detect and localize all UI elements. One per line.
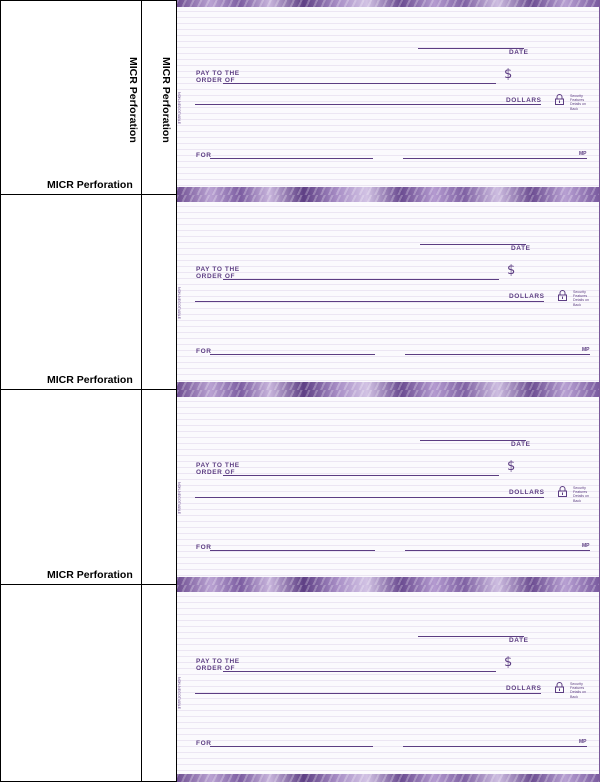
for-label: For — [196, 740, 212, 747]
stub-left: MICR Perforation — [0, 390, 141, 585]
dollar-sign: $ — [504, 67, 513, 82]
padlock-icon — [555, 94, 564, 105]
micr-perforation-vertical-label: MICR Perforation — [160, 57, 172, 143]
for-label: For — [196, 348, 212, 355]
for-label: For — [196, 152, 212, 159]
side-text: NON-NEGOTIABLE — [177, 677, 181, 710]
dollars-label: Dollars — [509, 293, 545, 300]
mp-mark: MP — [582, 543, 590, 549]
memo-line — [210, 158, 373, 159]
amount-words-line — [195, 104, 541, 105]
stub-left — [0, 585, 141, 782]
padlock-icon — [555, 682, 564, 693]
check-row-2: MICR Perforation NON-NEGOTIABLE Date Pay… — [0, 195, 600, 390]
payee-line — [223, 671, 496, 672]
security-band-top — [177, 585, 599, 592]
date-line — [420, 244, 526, 245]
check-row-3: MICR Perforation NON-NEGOTIABLE Date Pay… — [0, 390, 600, 585]
dollars-label: Dollars — [506, 97, 542, 104]
signature-line — [405, 550, 590, 551]
dollar-sign: $ — [507, 263, 516, 278]
order-of-label: Order of — [196, 273, 236, 280]
dollar-sign: $ — [507, 459, 516, 474]
amount-words-line — [195, 497, 544, 498]
date-line — [420, 440, 526, 441]
check-row-4: NON-NEGOTIABLE Date Pay to the Order of … — [0, 585, 600, 782]
check-4: NON-NEGOTIABLE Date Pay to the Order of … — [177, 585, 600, 782]
security-features-note: Security Features Details on Back — [573, 290, 589, 307]
memo-line — [210, 550, 375, 551]
signature-line — [405, 354, 590, 355]
padlock-icon — [558, 486, 567, 497]
pay-to-label: Pay to the — [196, 658, 240, 665]
signature-line — [403, 158, 587, 159]
micr-perforation-label: MICR Perforation — [47, 179, 133, 191]
security-band-top — [177, 390, 599, 397]
side-text: NON-NEGOTIABLE — [177, 287, 181, 320]
micr-perforation-label: MICR Perforation — [47, 374, 133, 386]
signature-line — [403, 746, 587, 747]
payee-line — [223, 83, 496, 84]
date-label: Date — [509, 637, 529, 644]
date-label: Date — [511, 245, 531, 252]
security-band-top — [177, 0, 599, 7]
date-label: Date — [509, 49, 529, 56]
mp-mark: MP — [579, 739, 587, 745]
pay-to-label: Pay to the — [196, 70, 240, 77]
stub-micr: MICR Perforation — [141, 0, 177, 195]
memo-line — [210, 354, 375, 355]
micr-perforation-vertical-label: MICR Perforation — [127, 57, 139, 143]
security-band-top — [177, 195, 599, 202]
date-line — [418, 48, 524, 49]
dollars-label: Dollars — [506, 685, 542, 692]
order-of-label: Order of — [196, 469, 236, 476]
payee-line — [223, 279, 499, 280]
check-1: NON-NEGOTIABLE Date Pay to the Order of … — [177, 0, 600, 195]
stub-micr — [141, 585, 177, 782]
micr-perforation-label: MICR Perforation — [47, 569, 133, 581]
mp-mark: MP — [582, 347, 590, 353]
security-band-bottom — [177, 187, 599, 195]
date-line — [418, 636, 524, 637]
side-text: NON-NEGOTIABLE — [177, 482, 181, 515]
security-features-note: Security Features Details on Back — [570, 682, 586, 699]
payee-line — [223, 475, 499, 476]
amount-words-line — [195, 693, 541, 694]
stub-left: MICR Perforation — [0, 195, 141, 390]
security-features-note: Security Features Details on Back — [573, 486, 589, 503]
security-features-note: Security Features Details on Back — [570, 94, 586, 111]
stub-micr — [141, 195, 177, 390]
side-text: NON-NEGOTIABLE — [177, 92, 181, 125]
memo-line — [210, 746, 373, 747]
order-of-label: Order of — [196, 77, 236, 84]
security-band-bottom — [177, 577, 599, 585]
check-2: NON-NEGOTIABLE Date Pay to the Order of … — [177, 195, 600, 390]
for-label: For — [196, 544, 212, 551]
order-of-label: Order of — [196, 665, 236, 672]
dollar-sign: $ — [504, 655, 513, 670]
check-3: NON-NEGOTIABLE Date Pay to the Order of … — [177, 390, 600, 585]
stub-left: MICR Perforation MICR Perforation — [0, 0, 141, 195]
mp-mark: MP — [579, 151, 587, 157]
security-band-bottom — [177, 774, 599, 782]
security-band-bottom — [177, 382, 599, 390]
pay-to-label: Pay to the — [196, 462, 240, 469]
check-row-1: MICR Perforation MICR Perforation MICR P… — [0, 0, 600, 195]
dollars-label: Dollars — [509, 489, 545, 496]
padlock-icon — [558, 290, 567, 301]
date-label: Date — [511, 441, 531, 448]
pay-to-label: Pay to the — [196, 266, 240, 273]
stub-micr — [141, 390, 177, 585]
amount-words-line — [195, 301, 544, 302]
